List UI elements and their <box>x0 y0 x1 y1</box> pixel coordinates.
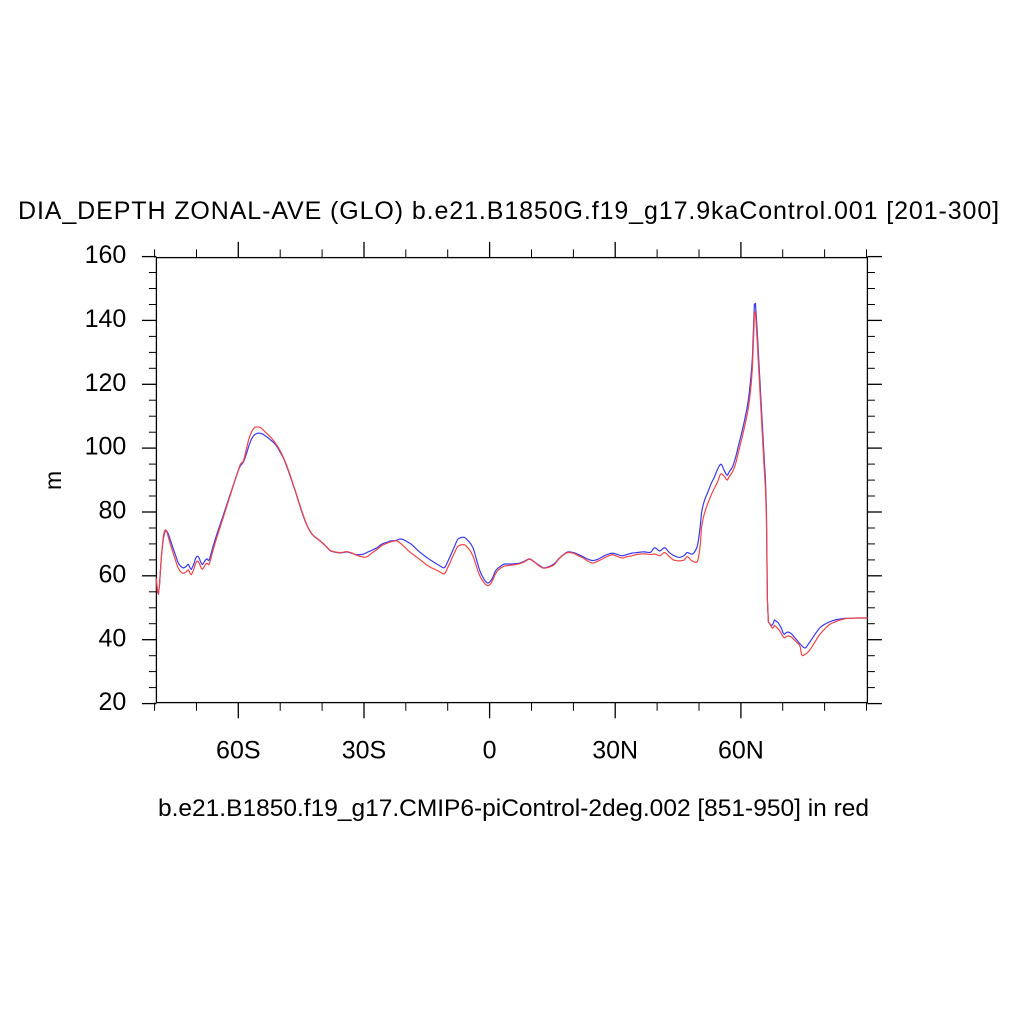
svg-text:60: 60 <box>98 560 126 588</box>
svg-text:30N: 30N <box>592 736 638 764</box>
svg-text:60S: 60S <box>216 736 260 764</box>
svg-text:0: 0 <box>483 736 497 764</box>
svg-text:40: 40 <box>98 624 126 652</box>
svg-text:80: 80 <box>98 497 126 525</box>
svg-text:160: 160 <box>85 241 127 269</box>
svg-text:30S: 30S <box>342 736 386 764</box>
svg-text:120: 120 <box>85 369 127 397</box>
svg-text:20: 20 <box>98 688 126 716</box>
svg-text:100: 100 <box>85 433 127 461</box>
svg-text:60N: 60N <box>718 736 764 764</box>
svg-text:140: 140 <box>85 305 127 333</box>
